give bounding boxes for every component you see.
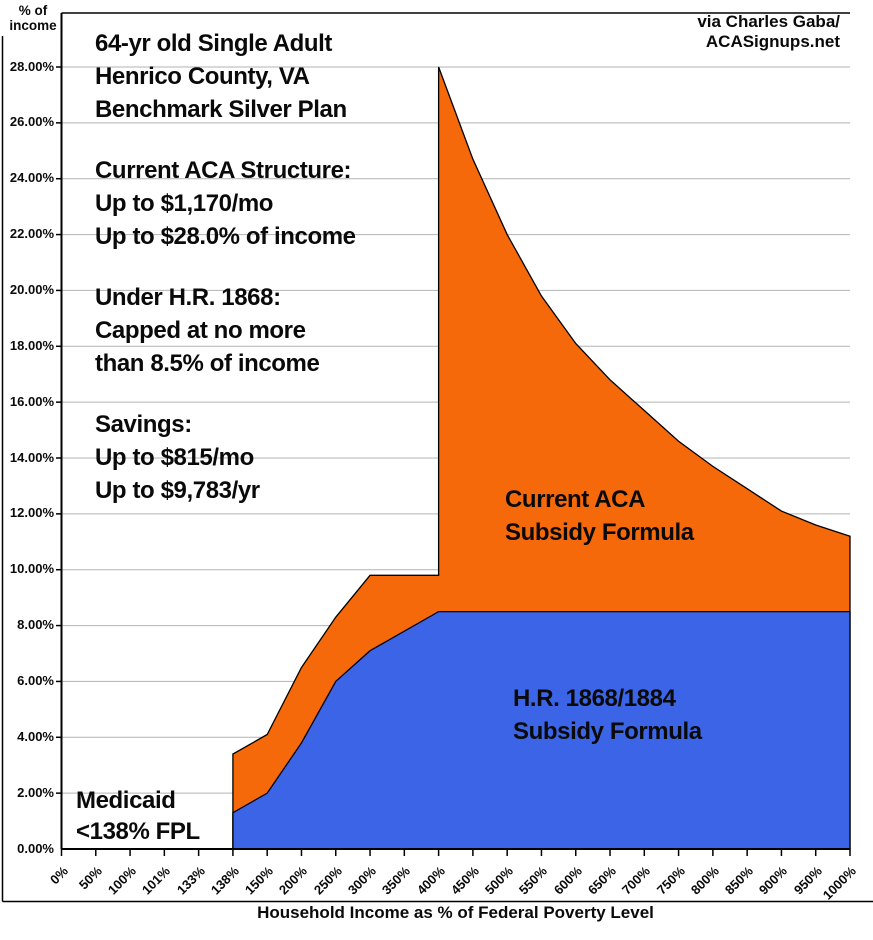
annotation-current-aca-line2: Up to $1,170/mo — [95, 190, 274, 217]
area-label-current-aca: Current ACA Subsidy Formula — [505, 483, 694, 549]
y-tick-label-26.00%: 26.00% — [9, 114, 54, 130]
y-tick-label-0.00%: 0.00% — [17, 840, 54, 856]
annotation-savings: Savings: Up to $815/mo Up to $9,783/yr — [95, 408, 356, 507]
y-axis-title: % of income — [2, 3, 64, 33]
attribution: via Charles Gaba/ ACASignups.net — [697, 12, 840, 52]
annotation-current-aca-line3: Up to $28.0% of income — [95, 223, 356, 250]
medicaid-label: Medicaid <138% FPL — [76, 785, 200, 847]
annotation-profile-line3: Benchmark Silver Plan — [95, 96, 347, 123]
annotation-savings-line2: Up to $815/mo — [95, 444, 254, 471]
y-axis-title-line1: % of — [18, 3, 48, 18]
y-axis-title-line2: income — [9, 18, 57, 33]
y-tick-label-18.00%: 18.00% — [9, 337, 54, 353]
annotation-hr1868-line1: Under H.R. 1868: — [95, 284, 281, 311]
y-tick-label-24.00%: 24.00% — [9, 170, 54, 186]
area-label-hr1868-line2: Subsidy Formula — [513, 718, 702, 745]
attribution-line1: via Charles Gaba/ — [697, 12, 840, 31]
annotation-current-aca-line1: Current ACA Structure: — [95, 157, 352, 184]
annotation-profile: 64-yr old Single Adult Henrico County, V… — [95, 27, 356, 126]
medicaid-label-line2: <138% FPL — [76, 818, 200, 845]
attribution-line2: ACASignups.net — [705, 32, 840, 51]
annotation-profile-line2: Henrico County, VA — [95, 63, 310, 90]
y-tick-label-10.00%: 10.00% — [9, 561, 54, 577]
annotation-hr1868-line2: Capped at no more — [95, 317, 306, 344]
annotation-hr1868: Under H.R. 1868: Capped at no more than … — [95, 281, 356, 380]
y-tick-label-14.00%: 14.00% — [9, 449, 54, 465]
area-hr1868 — [232, 610, 851, 850]
y-tick-label-12.00%: 12.00% — [9, 505, 54, 521]
annotation-savings-line3: Up to $9,783/yr — [95, 477, 260, 504]
area-label-current-aca-line1: Current ACA — [505, 486, 646, 513]
y-tick-label-6.00%: 6.00% — [17, 672, 54, 688]
annotation-block: 64-yr old Single Adult Henrico County, V… — [95, 27, 356, 535]
area-label-current-aca-line2: Subsidy Formula — [505, 519, 694, 546]
y-tick-label-8.00%: 8.00% — [17, 617, 54, 633]
medicaid-label-line1: Medicaid — [76, 787, 176, 814]
annotation-savings-line1: Savings: — [95, 411, 192, 438]
y-tick-label-4.00%: 4.00% — [17, 728, 54, 744]
area-label-hr1868: H.R. 1868/1884 Subsidy Formula — [513, 682, 702, 748]
area-label-hr1868-line1: H.R. 1868/1884 — [513, 685, 676, 712]
annotation-hr1868-line3: than 8.5% of income — [95, 350, 320, 377]
y-tick-label-2.00%: 2.00% — [17, 784, 54, 800]
y-tick-label-16.00%: 16.00% — [9, 393, 54, 409]
x-axis-title: Household Income as % of Federal Poverty… — [257, 903, 654, 922]
y-tick-label-22.00%: 22.00% — [9, 226, 54, 242]
annotation-profile-line1: 64-yr old Single Adult — [95, 30, 333, 57]
y-tick-label-28.00%: 28.00% — [9, 58, 54, 74]
y-tick-label-20.00%: 20.00% — [9, 281, 54, 297]
annotation-current-aca: Current ACA Structure: Up to $1,170/mo U… — [95, 154, 356, 253]
